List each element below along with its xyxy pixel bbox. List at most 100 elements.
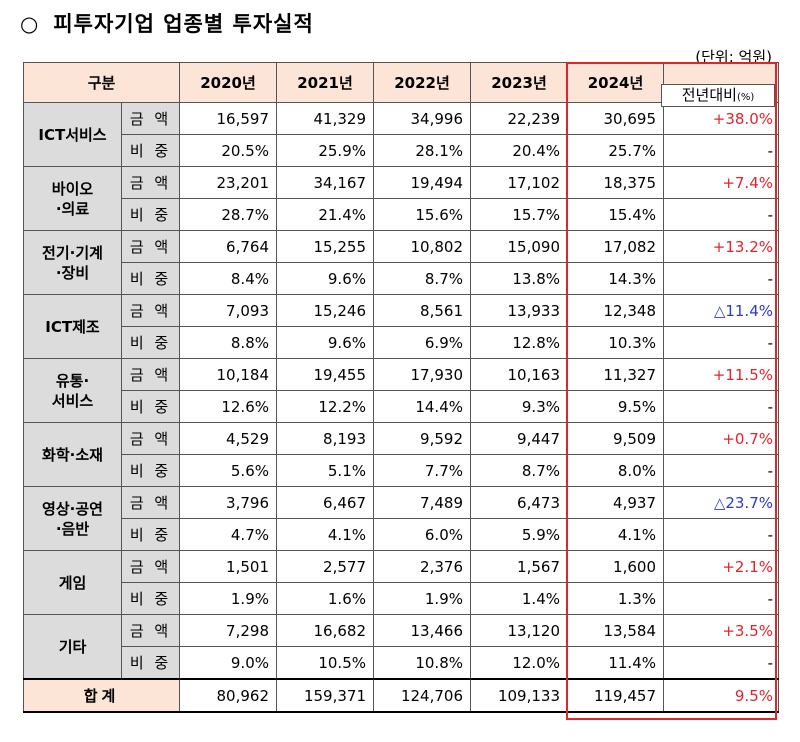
share-change-cell: - xyxy=(663,582,779,615)
change-cell: +7.4% xyxy=(663,166,779,199)
amount-cell: 16,597 xyxy=(179,102,277,135)
amount-row: ICT서비스 금 액 16,597 41,329 34,996 22,239 30,695 +… xyxy=(23,102,779,167)
share-cell: 1.4% xyxy=(470,582,568,615)
amount-cell: 19,455 xyxy=(276,358,374,391)
amount-label: 금 액 xyxy=(121,614,180,647)
header-category: 구분 xyxy=(23,62,180,103)
share-cell: 15.7% xyxy=(470,198,568,231)
share-cell: 1.9% xyxy=(373,582,471,615)
share-cell: 10.8% xyxy=(373,646,471,680)
amount-cell: 1,501 xyxy=(179,550,277,583)
share-cell: 9.6% xyxy=(276,326,374,359)
share-cell: 5.1% xyxy=(276,454,374,487)
share-cell: 9.6% xyxy=(276,262,374,295)
amount-cell: 6,473 xyxy=(470,486,568,519)
amount-label: 금 액 xyxy=(121,422,180,455)
amount-cell: 9,592 xyxy=(373,422,471,455)
amount-cell: 2,376 xyxy=(373,550,471,583)
amount-cell: 19,494 xyxy=(373,166,471,199)
amount-cell: 6,467 xyxy=(276,486,374,519)
share-row: 비 중 5.6% 5.1% 7.7% 8.7% 8.0% - xyxy=(24,454,779,487)
share-cell: 5.6% xyxy=(179,454,277,487)
category-cell: 게임 xyxy=(23,550,122,615)
header-change: 전년대비(%) xyxy=(661,84,775,107)
share-cell: 1.3% xyxy=(567,582,664,615)
amount-cell: 17,102 xyxy=(470,166,568,199)
total-cell: 159,371 xyxy=(276,678,374,713)
change-cell: +2.1% xyxy=(663,550,779,583)
share-cell: 9.3% xyxy=(470,390,568,423)
share-cell: 8.4% xyxy=(179,262,277,295)
share-row: 비 중 9.0% 10.5% 10.8% 12.0% 11.4% - xyxy=(24,646,779,680)
amount-cell: 12,348 xyxy=(567,294,664,327)
amount-cell: 15,255 xyxy=(276,230,374,263)
header-year: 2021년 xyxy=(276,62,374,103)
share-row: 비 중 28.7% 21.4% 15.6% 15.7% 15.4% - xyxy=(24,198,779,231)
amount-cell: 10,163 xyxy=(470,358,568,391)
amount-label: 금 액 xyxy=(121,486,180,519)
category-cell: 전기·기계 ·장비 xyxy=(23,230,122,295)
amount-cell: 41,329 xyxy=(276,102,374,135)
share-cell: 28.1% xyxy=(373,134,471,167)
share-cell: 9.0% xyxy=(179,646,277,680)
amount-cell: 23,201 xyxy=(179,166,277,199)
share-label: 비 중 xyxy=(121,198,180,231)
share-row: 비 중 20.5% 25.9% 28.1% 20.4% 25.7% - xyxy=(24,134,779,167)
share-cell: 1.6% xyxy=(276,582,374,615)
amount-cell: 6,764 xyxy=(179,230,277,263)
share-cell: 28.7% xyxy=(179,198,277,231)
share-cell: 10.5% xyxy=(276,646,374,680)
page-title: ○ 피투자기업 업종별 투자실적 xyxy=(20,8,314,38)
amount-cell: 15,246 xyxy=(276,294,374,327)
amount-cell: 8,193 xyxy=(276,422,374,455)
amount-row: 화학·소재 금 액 4,529 8,193 9,592 9,447 9,509 +0.7% xyxy=(23,422,779,487)
amount-label: 금 액 xyxy=(121,102,180,135)
share-label: 비 중 xyxy=(121,390,180,423)
share-cell: 8.7% xyxy=(470,454,568,487)
amount-cell: 22,239 xyxy=(470,102,568,135)
unit-label: (단위: 억원) xyxy=(695,48,772,66)
share-change-cell: - xyxy=(663,134,779,167)
share-label: 비 중 xyxy=(121,582,180,615)
share-cell: 12.2% xyxy=(276,390,374,423)
amount-cell: 3,796 xyxy=(179,486,277,519)
amount-cell: 34,167 xyxy=(276,166,374,199)
share-cell: 13.8% xyxy=(470,262,568,295)
title-text: 피투자기업 업종별 투자실적 xyxy=(53,12,314,36)
share-cell: 14.4% xyxy=(373,390,471,423)
amount-row: 기타 금 액 7,298 16,682 13,466 13,120 13,584 +3.5% xyxy=(23,614,779,680)
header-year: 2022년 xyxy=(373,62,471,103)
total-change-cell: 9.5% xyxy=(663,678,779,713)
share-cell: 12.6% xyxy=(179,390,277,423)
share-cell: 4.1% xyxy=(276,518,374,551)
amount-cell: 15,090 xyxy=(470,230,568,263)
share-cell: 25.7% xyxy=(567,134,664,167)
category-cell: ICT서비스 xyxy=(23,102,122,167)
category-cell: ICT제조 xyxy=(23,294,122,359)
share-cell: 8.8% xyxy=(179,326,277,359)
share-change-cell: - xyxy=(663,454,779,487)
amount-row: 전기·기계 ·장비 금 액 6,764 15,255 10,802 15,090 17,082… xyxy=(23,230,779,295)
title-bullet: ○ xyxy=(20,12,40,36)
amount-cell: 11,327 xyxy=(567,358,664,391)
amount-cell: 10,802 xyxy=(373,230,471,263)
amount-cell: 1,600 xyxy=(567,550,664,583)
share-label: 비 중 xyxy=(121,518,180,551)
share-row: 비 중 8.8% 9.6% 6.9% 12.8% 10.3% - xyxy=(24,326,779,359)
header-change-unit: (%) xyxy=(736,92,755,103)
total-cell: 109,133 xyxy=(470,678,568,713)
amount-row: 게임 금 액 1,501 2,577 2,376 1,567 1,600 +2.1% xyxy=(23,550,779,615)
total-cell: 80,962 xyxy=(179,678,277,713)
total-cell: 124,706 xyxy=(373,678,471,713)
total-row: 합계 80,962 159,371 124,706 109,133 119,457 9.5% xyxy=(23,678,779,713)
amount-cell: 7,489 xyxy=(373,486,471,519)
share-cell: 8.0% xyxy=(567,454,664,487)
amount-cell: 1,567 xyxy=(470,550,568,583)
amount-cell: 4,937 xyxy=(567,486,664,519)
share-cell: 4.1% xyxy=(567,518,664,551)
share-cell: 5.9% xyxy=(470,518,568,551)
amount-cell: 9,447 xyxy=(470,422,568,455)
share-row: 비 중 4.7% 4.1% 6.0% 5.9% 4.1% - xyxy=(24,518,779,551)
share-change-cell: - xyxy=(663,262,779,295)
change-cell: △11.4% xyxy=(663,294,779,327)
